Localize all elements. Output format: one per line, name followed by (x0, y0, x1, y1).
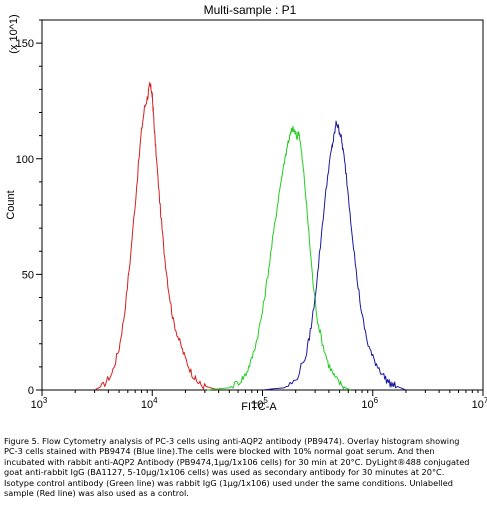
caption-line: incubated with rabbit anti-AQP2 Antibody… (4, 456, 470, 467)
x-tick-label: 104 (141, 396, 158, 411)
flow-cytometry-histogram: Multi-sample : P1 103 104 105 106 107 0 50 100… (5, 3, 487, 413)
figure-caption: Figure 5. Flow Cytometry analysis of PC-… (4, 436, 482, 498)
y-scale-note: (x 10^1) (8, 14, 20, 53)
x-tick-label: 105 (251, 396, 268, 411)
blue-antibody-curve (262, 120, 407, 391)
plot-frame (41, 19, 484, 391)
y-axis-label: Count (5, 190, 17, 219)
caption-line: sample (Red line) was also used as a con… (4, 488, 189, 499)
histogram-curves (94, 82, 407, 391)
x-tick-label: 107 (472, 396, 487, 411)
caption-line: Figure 5. Flow Cytometry analysis of PC-… (4, 436, 460, 446)
x-axis-label: FITC-A (241, 401, 277, 413)
chart-title: Multi-sample : P1 (204, 3, 297, 17)
x-tick-label: 103 (31, 396, 48, 411)
y-tick-label: 50 (22, 269, 34, 281)
x-tick-label: 106 (361, 396, 378, 411)
y-tick-label: 150 (16, 38, 34, 50)
caption-line: goat anti-rabbit IgG (BA1127, 5-10μg/1x1… (4, 467, 445, 478)
caption-line: PC-3 cells stained with PB9474 (Blue lin… (4, 446, 435, 457)
x-axis-ticks: 103 104 105 106 107 (31, 390, 487, 411)
caption-line: Isotype control antibody (Green line) wa… (4, 477, 453, 488)
red-unlabelled-curve (94, 82, 219, 391)
y-tick-label: 100 (16, 154, 34, 166)
green-isotype-curve (207, 125, 351, 391)
y-axis-ticks: 0 50 100 150 (16, 19, 42, 397)
y-tick-label: 0 (28, 385, 34, 397)
